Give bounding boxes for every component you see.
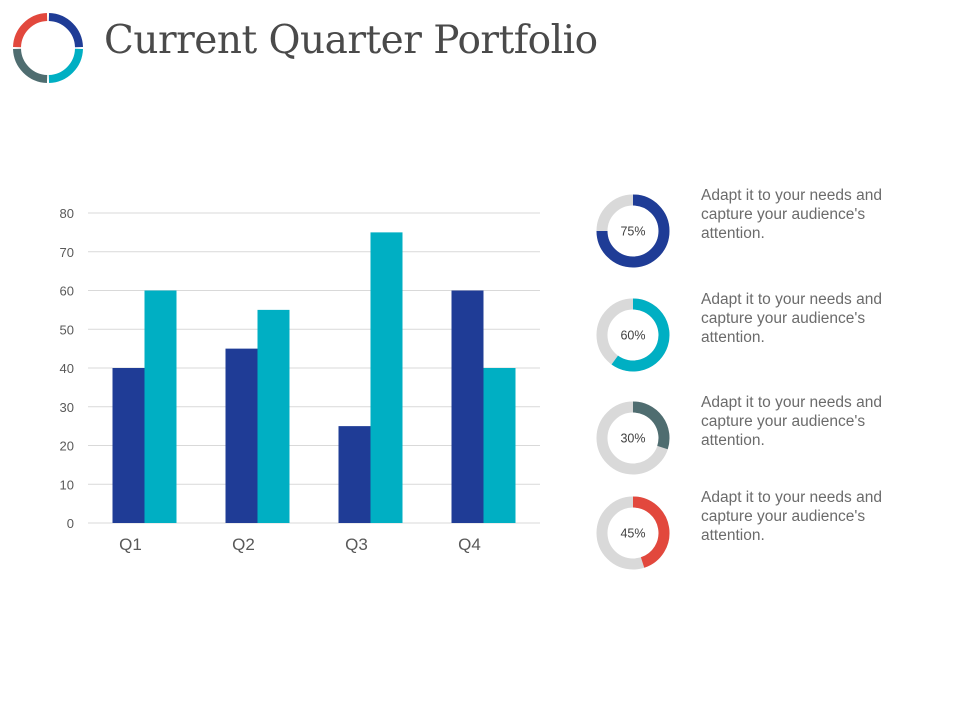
y-tick-label: 40 xyxy=(60,361,74,376)
donut-description-1: Adapt it to your needs and capture your … xyxy=(701,187,882,242)
logo-segment-teal xyxy=(48,48,83,83)
x-tick-label: Q4 xyxy=(458,535,481,554)
bar-q1-series-1 xyxy=(112,368,145,523)
bar-q1-series-2 xyxy=(144,290,177,523)
donut-row-3: 30% Adapt it to your needs and capture y… xyxy=(590,394,920,481)
x-tick-label: Q3 xyxy=(345,535,368,554)
donut-value-arc xyxy=(611,298,670,372)
y-tick-label: 60 xyxy=(60,284,74,299)
donut-value-arc xyxy=(632,496,670,568)
page-title: Current Quarter Portfolio xyxy=(104,18,598,63)
donut-percent-label: 60% xyxy=(620,329,645,343)
donut-chart-3: 30% xyxy=(596,401,670,475)
bar-q3-series-2 xyxy=(370,232,403,523)
bar-q2-series-2 xyxy=(257,309,290,523)
donut-percent-label: 30% xyxy=(620,432,645,446)
logo-segment-red xyxy=(13,13,48,48)
donut-percent-label: 75% xyxy=(620,225,645,239)
bar-q4-series-2 xyxy=(483,368,516,523)
logo-segment-slate xyxy=(13,48,48,83)
bar-chart: 0 10 20 30 40 50 60 70 80 Q1 Q2 Q3 Q4 xyxy=(60,206,540,554)
y-tick-label: 10 xyxy=(60,477,74,492)
donut-percent-label: 45% xyxy=(620,527,645,541)
donut-row-4: 45% Adapt it to your needs and capture y… xyxy=(590,489,920,576)
donut-row-2: 60% Adapt it to your needs and capture y… xyxy=(590,291,920,378)
y-tick-label: 80 xyxy=(60,206,74,221)
donut-chart-4: 45% xyxy=(596,496,670,570)
logo-segment-navy xyxy=(48,13,83,48)
y-tick-label: 20 xyxy=(60,439,74,454)
donut-value-arc xyxy=(632,401,670,450)
donut-row-1: 75% Adapt it to your needs and capture y… xyxy=(590,187,920,274)
bar-q3-series-1 xyxy=(338,426,371,523)
donut-chart-1: 75% xyxy=(596,194,670,268)
x-tick-label: Q1 xyxy=(119,535,142,554)
y-tick-label: 30 xyxy=(60,400,74,415)
donut-description-4: Adapt it to your needs and capture your … xyxy=(701,489,882,544)
bar-q2-series-1 xyxy=(225,348,258,523)
bar-q4-series-1 xyxy=(451,290,484,523)
donut-value-arc xyxy=(596,194,670,268)
donut-description-2: Adapt it to your needs and capture your … xyxy=(701,291,882,346)
donut-description-3: Adapt it to your needs and capture your … xyxy=(701,394,882,449)
y-tick-label: 50 xyxy=(60,322,74,337)
x-tick-label: Q2 xyxy=(232,535,255,554)
y-tick-label: 70 xyxy=(60,245,74,260)
donut-chart-2: 60% xyxy=(596,298,670,372)
y-tick-label: 0 xyxy=(67,516,74,531)
ring-logo-icon xyxy=(13,13,83,83)
